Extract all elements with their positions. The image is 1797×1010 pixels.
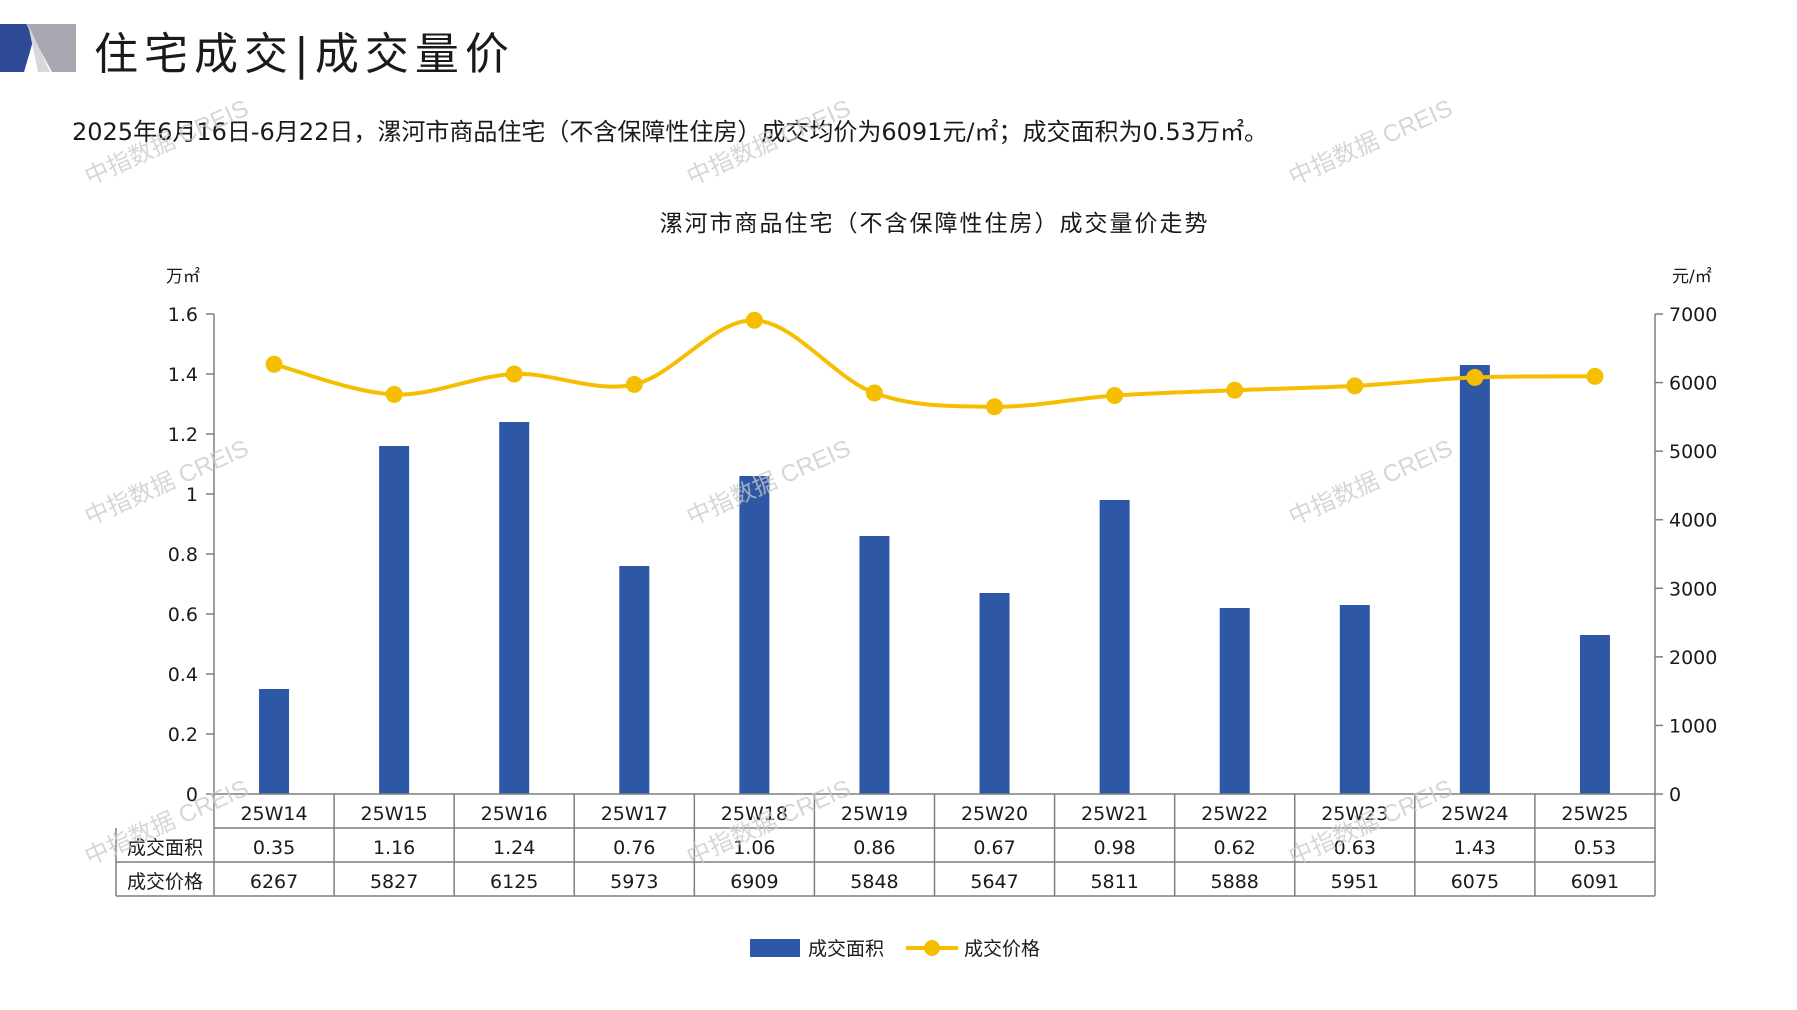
area-data-label: 0.67 [973, 837, 1015, 859]
area-data-label: 0.53 [1574, 837, 1616, 859]
x-tick-label: 25W24 [1441, 803, 1508, 825]
legend-bar-label: 成交面积 [808, 938, 884, 960]
bar-mark [1219, 608, 1250, 794]
price-point [1466, 368, 1484, 386]
price-data-label: 5827 [370, 871, 418, 893]
x-tick-label: 25W15 [361, 803, 428, 825]
bar-mark [1339, 605, 1370, 794]
header-decoration [0, 24, 76, 72]
price-data-label: 5811 [1090, 871, 1138, 893]
legend-line-marker [924, 940, 940, 956]
bar-mark [739, 476, 770, 794]
price-data-label: 6091 [1571, 871, 1619, 893]
area-data-label: 1.16 [373, 837, 415, 859]
price-data-label: 6267 [250, 871, 298, 893]
area-data-label: 0.35 [253, 837, 295, 859]
price-data-label: 5647 [970, 871, 1018, 893]
area-data-label: 1.06 [733, 837, 775, 859]
x-tick-label: 25W18 [721, 803, 788, 825]
right-tick-label: 5000 [1669, 441, 1717, 463]
bar-mark [1459, 365, 1490, 794]
price-point [505, 365, 523, 383]
price-data-label: 5848 [850, 871, 898, 893]
x-tick-label: 25W14 [240, 803, 307, 825]
bar-mark [379, 446, 410, 794]
price-data-label: 6909 [730, 871, 778, 893]
price-point [385, 385, 403, 403]
x-tick-label: 25W22 [1201, 803, 1268, 825]
legend-bar-swatch [750, 939, 800, 957]
bar-mark [619, 566, 650, 794]
left-tick-label: 0 [186, 784, 198, 806]
area-data-label: 0.76 [613, 837, 655, 859]
x-tick-label: 25W25 [1561, 803, 1628, 825]
price-data-label: 5951 [1331, 871, 1379, 893]
bar-mark [979, 593, 1010, 794]
table-row-label-price: 成交价格 [127, 871, 203, 893]
right-axis-unit: 元/㎡ [1672, 267, 1712, 287]
left-tick-label: 1.6 [168, 304, 198, 326]
bar-mark [859, 536, 890, 794]
area-data-label: 0.86 [853, 837, 895, 859]
right-tick-label: 6000 [1669, 373, 1717, 395]
x-tick-label: 25W21 [1081, 803, 1148, 825]
x-tick-label: 25W16 [481, 803, 548, 825]
price-point [1586, 367, 1604, 385]
page-title: 住宅成交|成交量价 [94, 29, 515, 80]
chart-title: 漯河市商品住宅（不含保障性住房）成交量价走势 [660, 211, 1210, 237]
left-axis-unit: 万㎡ [166, 267, 200, 287]
area-data-label: 0.63 [1334, 837, 1376, 859]
x-tick-label: 25W23 [1321, 803, 1388, 825]
price-point [265, 355, 283, 373]
left-tick-label: 0.2 [168, 724, 198, 746]
price-point [1226, 381, 1244, 399]
legend-line-label: 成交价格 [964, 938, 1040, 960]
left-tick-label: 0.8 [168, 544, 198, 566]
area-data-label: 1.43 [1454, 837, 1496, 859]
left-tick-label: 1.4 [168, 364, 198, 386]
area-data-label: 0.98 [1093, 837, 1135, 859]
price-point [745, 311, 763, 329]
x-tick-label: 25W19 [841, 803, 908, 825]
price-point [986, 398, 1004, 416]
bar-mark [1579, 635, 1610, 794]
price-point [1106, 387, 1124, 405]
right-tick-label: 3000 [1669, 578, 1717, 600]
left-tick-label: 0.4 [168, 664, 198, 686]
price-point [865, 384, 883, 402]
price-point [1346, 377, 1364, 395]
left-tick-label: 1 [186, 484, 198, 506]
area-data-label: 1.24 [493, 837, 535, 859]
table-row-label-area: 成交面积 [127, 837, 203, 859]
right-tick-label: 1000 [1669, 715, 1717, 737]
price-point [625, 375, 643, 393]
summary-text: 2025年6月16日-6月22日，漯河市商品住宅（不含保障性住房）成交均价为60… [72, 118, 1268, 146]
right-tick-label: 2000 [1669, 647, 1717, 669]
x-tick-label: 25W20 [961, 803, 1028, 825]
right-tick-label: 7000 [1669, 304, 1717, 326]
right-tick-label: 0 [1669, 784, 1681, 806]
area-data-label: 0.62 [1214, 837, 1256, 859]
left-tick-label: 1.2 [168, 424, 198, 446]
bar-mark [1099, 500, 1130, 794]
price-data-label: 6075 [1451, 871, 1499, 893]
price-data-label: 5888 [1211, 871, 1259, 893]
price-line [273, 318, 1595, 409]
left-tick-label: 0.6 [168, 604, 198, 626]
bar-mark [499, 422, 530, 794]
price-data-label: 6125 [490, 871, 538, 893]
right-tick-label: 4000 [1669, 510, 1717, 532]
price-data-label: 5973 [610, 871, 658, 893]
bar-mark [259, 689, 290, 794]
x-tick-label: 25W17 [601, 803, 668, 825]
